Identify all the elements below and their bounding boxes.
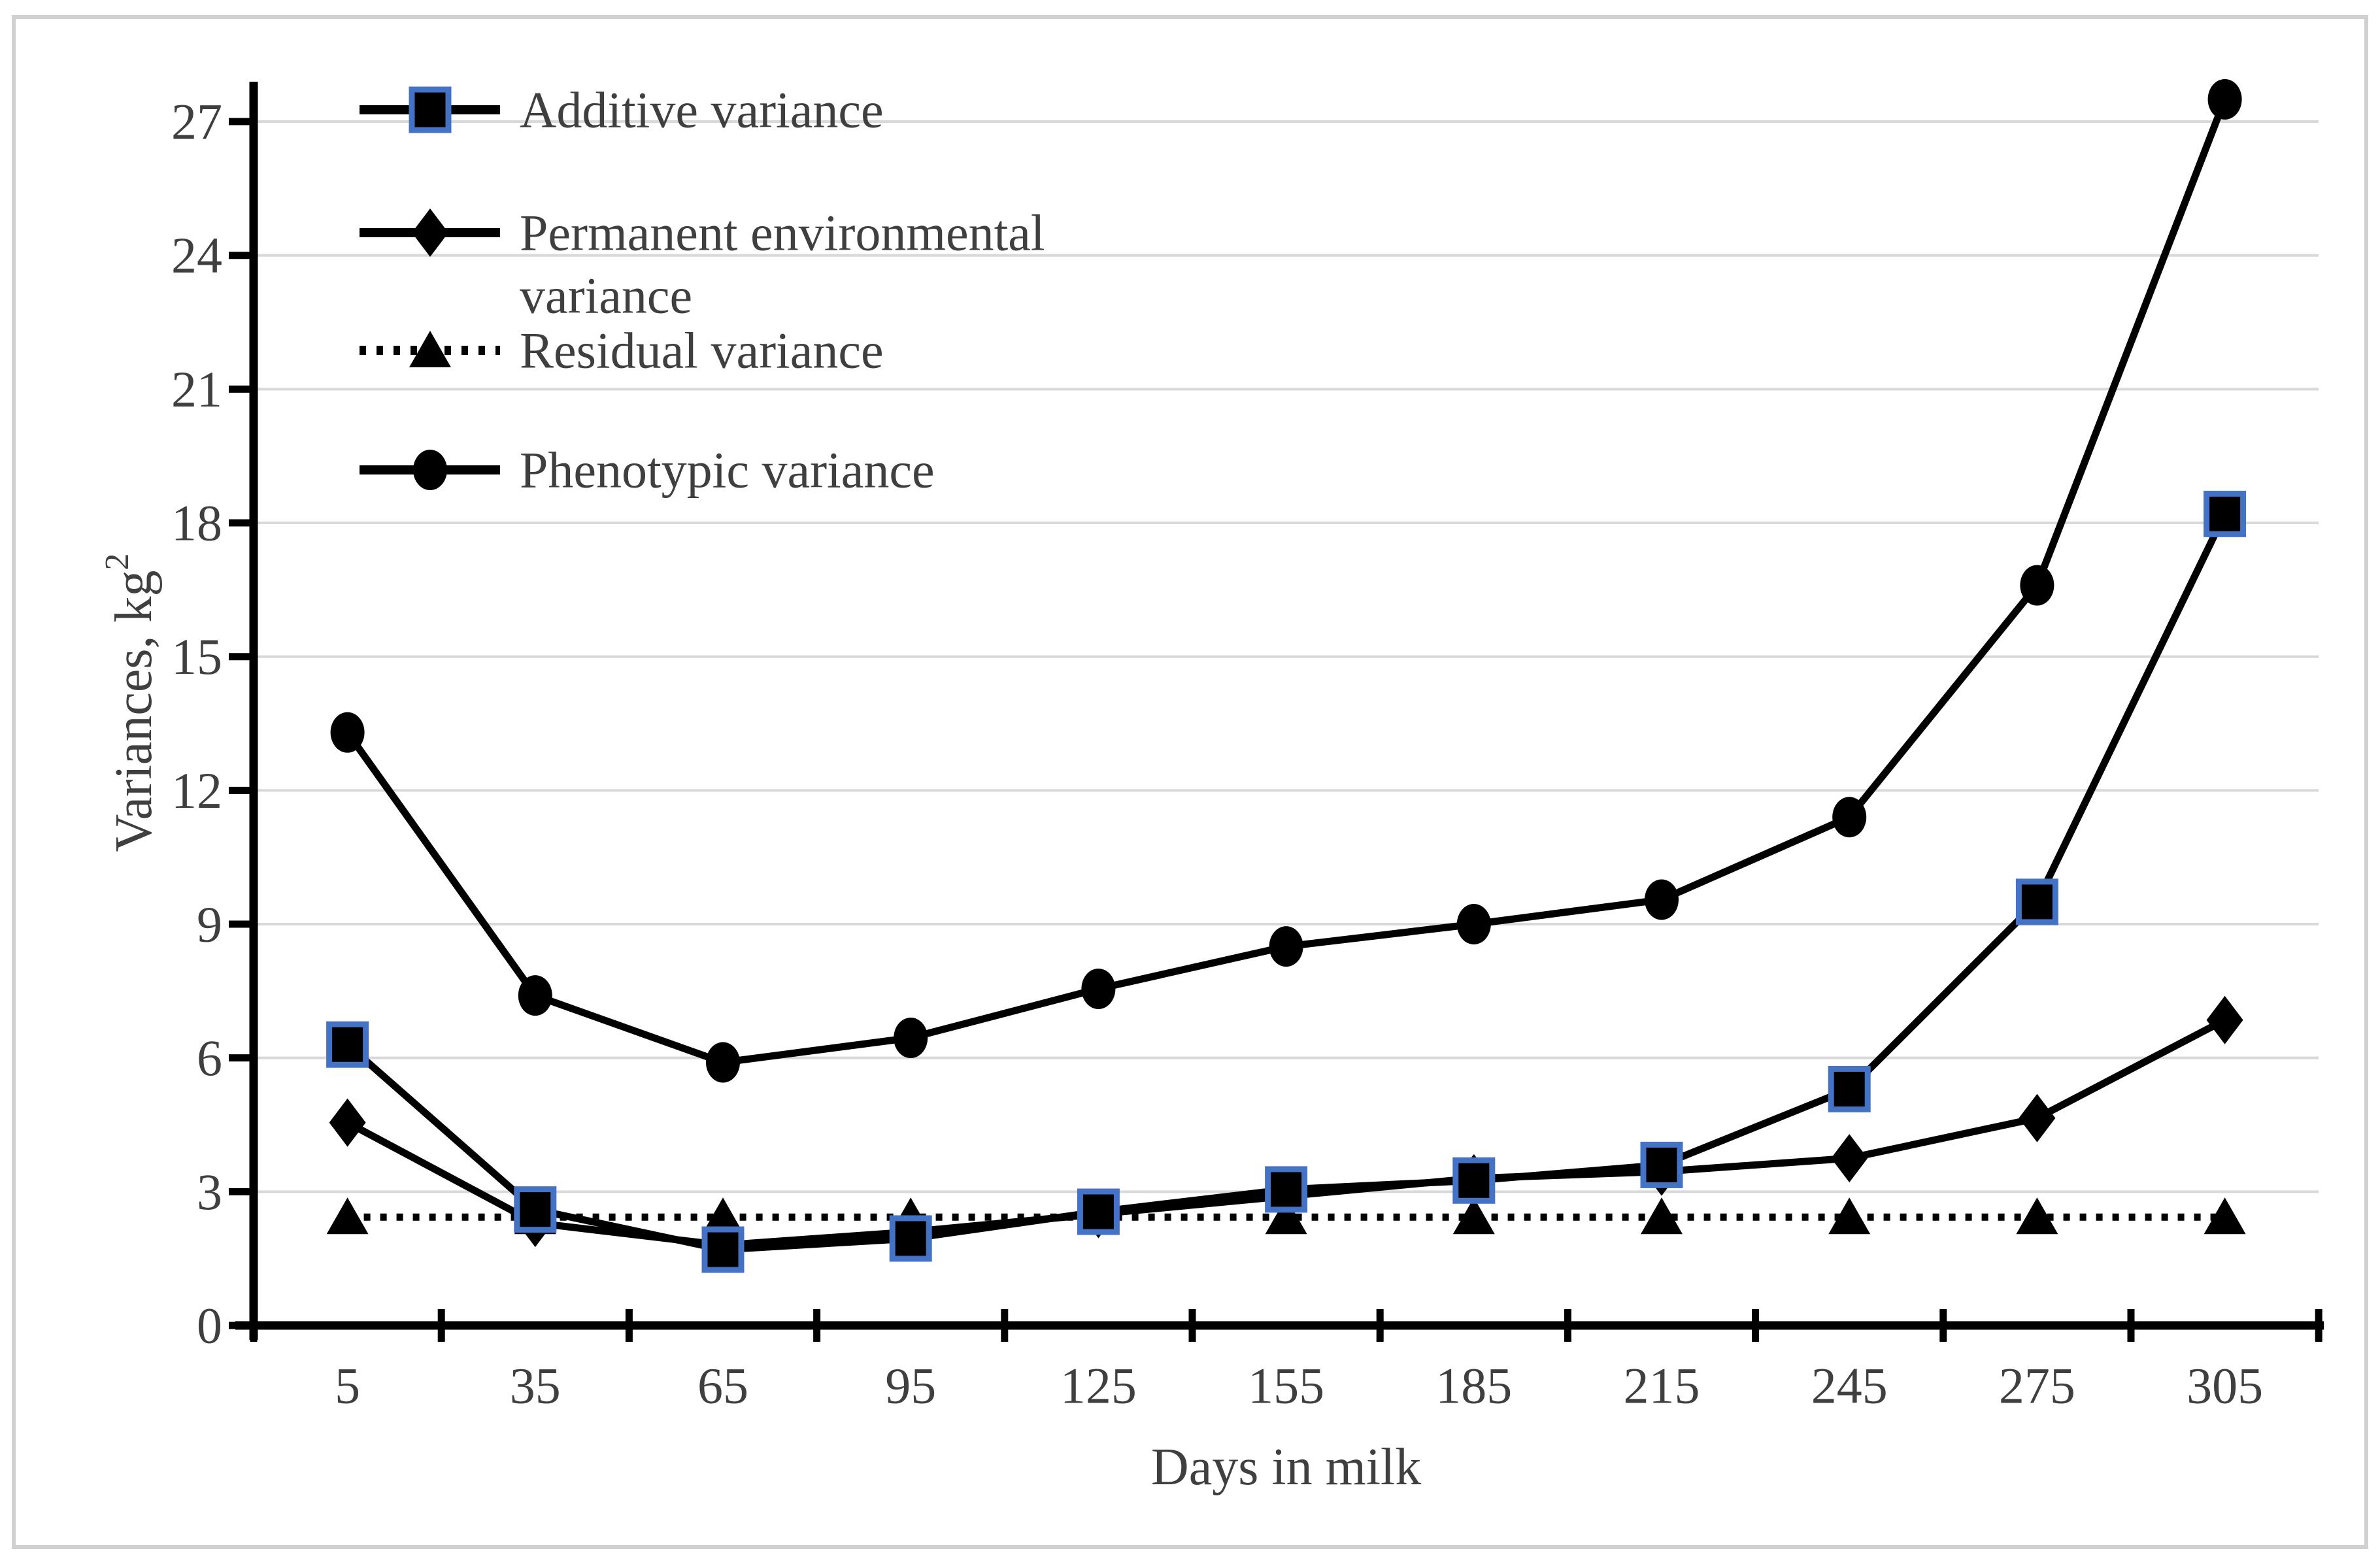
series-additive-variance-square-marker [889, 1215, 932, 1262]
series-permanent-environmental-variance-diamond-marker [2206, 995, 2243, 1044]
series-permanent-environmental-variance-diamond-marker [2019, 1093, 2056, 1142]
series-additive-variance-square-marker [701, 1226, 745, 1273]
series-additive-variance-square-marker [1828, 1065, 1871, 1112]
series-residual-variance-triangle-marker [702, 1197, 744, 1235]
y-tick-label: 21 [171, 361, 222, 418]
legend-item-additive-variance-square-marker [409, 86, 452, 133]
series-residual-variance-triangle-marker [2016, 1197, 2058, 1235]
legend-item-permanent-environmental-variance-label: Permanent environmental [520, 205, 1045, 261]
x-tick-label: 95 [885, 1357, 936, 1414]
figure-border [12, 15, 2368, 1549]
y-tick-label: 24 [171, 227, 222, 284]
legend-item-phenotypic-variance-circle-marker [413, 450, 447, 490]
series-residual-variance-triangle-marker [326, 1197, 369, 1235]
x-tick-label: 215 [1624, 1357, 1700, 1414]
legend-item-residual-variance: Residual variance [360, 322, 884, 379]
legend-item-residual-variance-label: Residual variance [520, 322, 884, 379]
series-residual-variance-triangle-marker [1828, 1197, 1871, 1235]
x-tick-label: 35 [510, 1357, 561, 1414]
x-tick-label: 275 [1999, 1357, 2075, 1414]
series-phenotypic-variance-circle-marker [1832, 797, 1867, 838]
legend-item-permanent-environmental-variance-label: variance [520, 267, 692, 324]
series-additive-variance-square-marker [1077, 1188, 1120, 1235]
series-residual-variance-triangle-marker [1452, 1197, 1495, 1235]
legend-item-phenotypic-variance: Phenotypic variance [360, 442, 935, 499]
series-additive-variance-square-marker [326, 1021, 369, 1068]
series-permanent-environmental-variance-diamond-marker [1831, 1134, 1868, 1183]
y-tick-label: 18 [171, 495, 222, 552]
legend-item-residual-variance-triangle-marker [409, 331, 451, 367]
y-tick-label: 0 [197, 1297, 222, 1354]
x-axis-title: Days in milk [1151, 1439, 1421, 1496]
y-tick-label: 12 [171, 762, 222, 819]
series-additive-variance-square-marker [514, 1186, 557, 1233]
y-tick-label: 6 [197, 1029, 222, 1086]
legend-item-phenotypic-variance-label: Phenotypic variance [520, 442, 935, 499]
x-tick-label: 65 [697, 1357, 748, 1414]
x-tick-label: 155 [1248, 1357, 1324, 1414]
series-phenotypic-variance-circle-marker [330, 712, 365, 753]
series-phenotypic-variance-circle-marker [2020, 565, 2054, 606]
series-residual-variance-triangle-marker [2204, 1197, 2246, 1235]
series-additive-variance-square-marker [1640, 1141, 1683, 1188]
series-additive-variance-square-marker [1265, 1166, 1308, 1213]
legend-item-permanent-environmental-variance-diamond-marker [412, 208, 448, 257]
x-tick-label: 5 [335, 1357, 360, 1414]
legend-item-additive-variance-label: Additive variance [520, 82, 884, 139]
y-axis-title: Variances, kg2 [99, 554, 163, 852]
y-tick-label: 3 [197, 1163, 222, 1220]
series-residual-variance-triangle-marker [1641, 1197, 1683, 1235]
series-additive-variance-square-marker [2204, 490, 2247, 537]
series-phenotypic-variance-circle-marker [706, 1042, 740, 1083]
series-additive-variance-square-marker [2015, 878, 2058, 925]
y-tick-label: 15 [171, 628, 222, 685]
series-phenotypic-variance-circle-marker [894, 1017, 928, 1058]
legend-item-additive-variance: Additive variance [360, 82, 884, 139]
series-phenotypic-variance-circle-marker [1081, 968, 1116, 1009]
x-tick-label: 185 [1435, 1357, 1512, 1414]
series-phenotypic-variance-circle-marker [2207, 78, 2242, 120]
series-permanent-environmental-variance-diamond-marker [329, 1098, 366, 1147]
series-phenotypic-variance-circle-marker [1456, 904, 1491, 945]
series-phenotypic-variance-circle-marker [518, 975, 552, 1016]
legend-item-permanent-environmental-variance: Permanent environmental variance [360, 205, 1045, 324]
series-additive-variance-square-marker [1452, 1157, 1496, 1204]
x-tick-label: 305 [2187, 1357, 2263, 1414]
y-tick-label: 9 [197, 896, 222, 953]
series-phenotypic-variance-circle-marker [1269, 926, 1303, 967]
series-phenotypic-variance-circle-marker [1645, 879, 1679, 920]
x-tick-label: 125 [1060, 1357, 1137, 1414]
y-tick-label: 27 [171, 93, 222, 150]
x-tick-label: 245 [1811, 1357, 1888, 1414]
